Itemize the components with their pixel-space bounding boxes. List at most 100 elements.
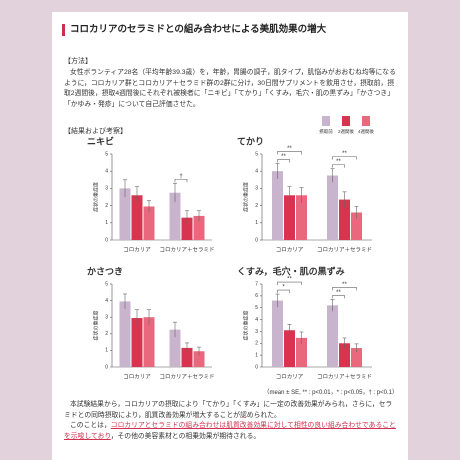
y-tick-label: 5: [105, 151, 108, 157]
y-tick-label: 3: [255, 329, 258, 335]
y-axis-label: 症状の重症度: [92, 182, 99, 212]
y-tick-label: 5: [255, 151, 258, 157]
bar: [327, 305, 338, 367]
bar: [131, 318, 143, 367]
legend-swatch: [362, 116, 370, 126]
y-tick-label: 0: [255, 364, 258, 370]
x-tick-label: コロカリア＋セラミド: [159, 373, 214, 380]
y-axis-label: 症状の重症度: [242, 182, 249, 212]
bar: [296, 337, 307, 367]
y-tick-label: 1: [105, 220, 108, 226]
y-axis-label: 症状の重症度: [92, 310, 99, 340]
bar: [143, 206, 155, 240]
y-tick-label: 4: [255, 317, 258, 323]
significance-bracket: [277, 159, 290, 163]
title: コロカリアのセラミドとの組み合わせによる美肌効果の増大: [62, 24, 406, 36]
significance-label: **: [342, 282, 347, 288]
bar: [193, 351, 205, 367]
y-tick-label: 4: [255, 169, 258, 175]
y-tick-label: 2: [255, 341, 258, 347]
chart-title: くすみ，毛穴・肌の黒ずみ: [237, 265, 345, 276]
bar: [272, 171, 283, 240]
bar: [351, 212, 362, 240]
significance-label: **: [287, 146, 292, 152]
bar: [181, 347, 193, 367]
y-tick-label: 2: [105, 331, 108, 337]
y-tick-label: 2: [255, 203, 258, 209]
bar: [272, 300, 283, 367]
bar: [284, 330, 295, 367]
y-tick-label: 1: [105, 348, 108, 354]
text: ，その他の美容素材との相乗効果が期待される。: [110, 432, 261, 440]
significance-label: **: [287, 277, 292, 283]
chart-title: てかり: [237, 136, 264, 146]
text: このことは，: [70, 422, 111, 429]
y-axis-label: 症状の重症度: [242, 310, 249, 340]
x-tick-label: コロカリア＋セラミド: [317, 246, 372, 253]
legend-swatch: [342, 116, 350, 126]
y-tick-label: 0: [105, 364, 108, 370]
legend-label: 摂取前: [319, 128, 333, 135]
bar: [296, 195, 307, 240]
bar: [327, 175, 338, 240]
bar: [119, 188, 131, 240]
y-tick-label: 4: [105, 298, 108, 304]
bar: [284, 195, 295, 240]
significance-label: **: [342, 151, 347, 157]
significance-label: *: [282, 285, 285, 291]
y-tick-label: 0: [105, 237, 108, 243]
bar: [119, 301, 131, 367]
y-tick-label: 2: [105, 203, 108, 209]
y-tick-label: 4: [105, 169, 108, 175]
y-tick-label: 0: [255, 237, 258, 243]
bar: [181, 217, 193, 240]
bar: [131, 195, 143, 240]
bar: [169, 192, 181, 240]
significance-bracket: [332, 287, 357, 291]
paragraph: このことは，コロカリアとセラミドの組み合わせは肌質改善効果に対して相性の良い組み…: [64, 421, 396, 442]
bar: [143, 317, 155, 367]
bar: [339, 199, 350, 240]
bar: [193, 215, 205, 240]
x-tick-label: コロカリア: [276, 373, 304, 380]
y-tick-label: 5: [255, 305, 258, 311]
y-tick-label: 3: [105, 186, 108, 192]
panel: コロカリアのセラミドとの組み合わせによる美肌効果の増大 【方法】 女性ボランティ…: [52, 12, 408, 460]
x-tick-label: コロカリア: [276, 246, 304, 253]
y-tick-label: 5: [105, 281, 108, 287]
highlight: コロカリアとセラミドの組み合わせは肌質改善効果に対して相性の良い組み合わせである…: [64, 422, 396, 440]
method-body: 女性ボランティア28名（平均年齢39.3歳）を，年齢，胃腸の調子，肌タイプ，肌悩…: [64, 69, 396, 108]
significance-bracket: [277, 151, 302, 155]
results-heading: 【結果および考察】: [64, 128, 127, 135]
bar: [169, 329, 181, 367]
chart-title: かさつき: [87, 266, 123, 276]
conclusion: 本試験結果から，コロカリアの摂取により「てかり」「くすみ」に一定の改善効果がみら…: [64, 400, 396, 442]
significance-label: **: [281, 154, 286, 160]
bar: [339, 343, 350, 367]
significance-bracket: [277, 289, 290, 294]
paragraph: 本試験結果から，コロカリアの摂取により「てかり」「くすみ」に一定の改善効果がみら…: [64, 401, 393, 419]
bar: [351, 348, 362, 367]
significance-bracket: [174, 178, 188, 183]
x-tick-label: コロカリア＋セラミド: [317, 373, 372, 380]
y-tick-label: 1: [255, 352, 258, 358]
y-tick-label: 1: [255, 220, 258, 226]
y-tick-label: 7: [255, 281, 258, 287]
significance-bracket: [332, 156, 357, 160]
x-tick-label: コロカリア: [123, 373, 151, 380]
significance-label: **: [336, 159, 341, 165]
x-tick-label: コロカリア: [123, 246, 151, 253]
significance-label: †: [179, 174, 182, 180]
legend-swatch: [322, 116, 330, 126]
significance-bracket: [277, 281, 302, 286]
legend-label: 4週間後: [358, 128, 375, 135]
chart-title: ニキビ: [87, 135, 114, 146]
x-tick-label: コロカリア＋セラミド: [159, 246, 214, 253]
significance-bracket: [332, 295, 345, 299]
significance-bracket: [332, 164, 345, 168]
footnote: （mean ± SE, ** : p<0.01，* : p<0.05，† : p…: [263, 390, 398, 396]
significance-label: **: [336, 290, 341, 296]
y-tick-label: 3: [255, 186, 258, 192]
